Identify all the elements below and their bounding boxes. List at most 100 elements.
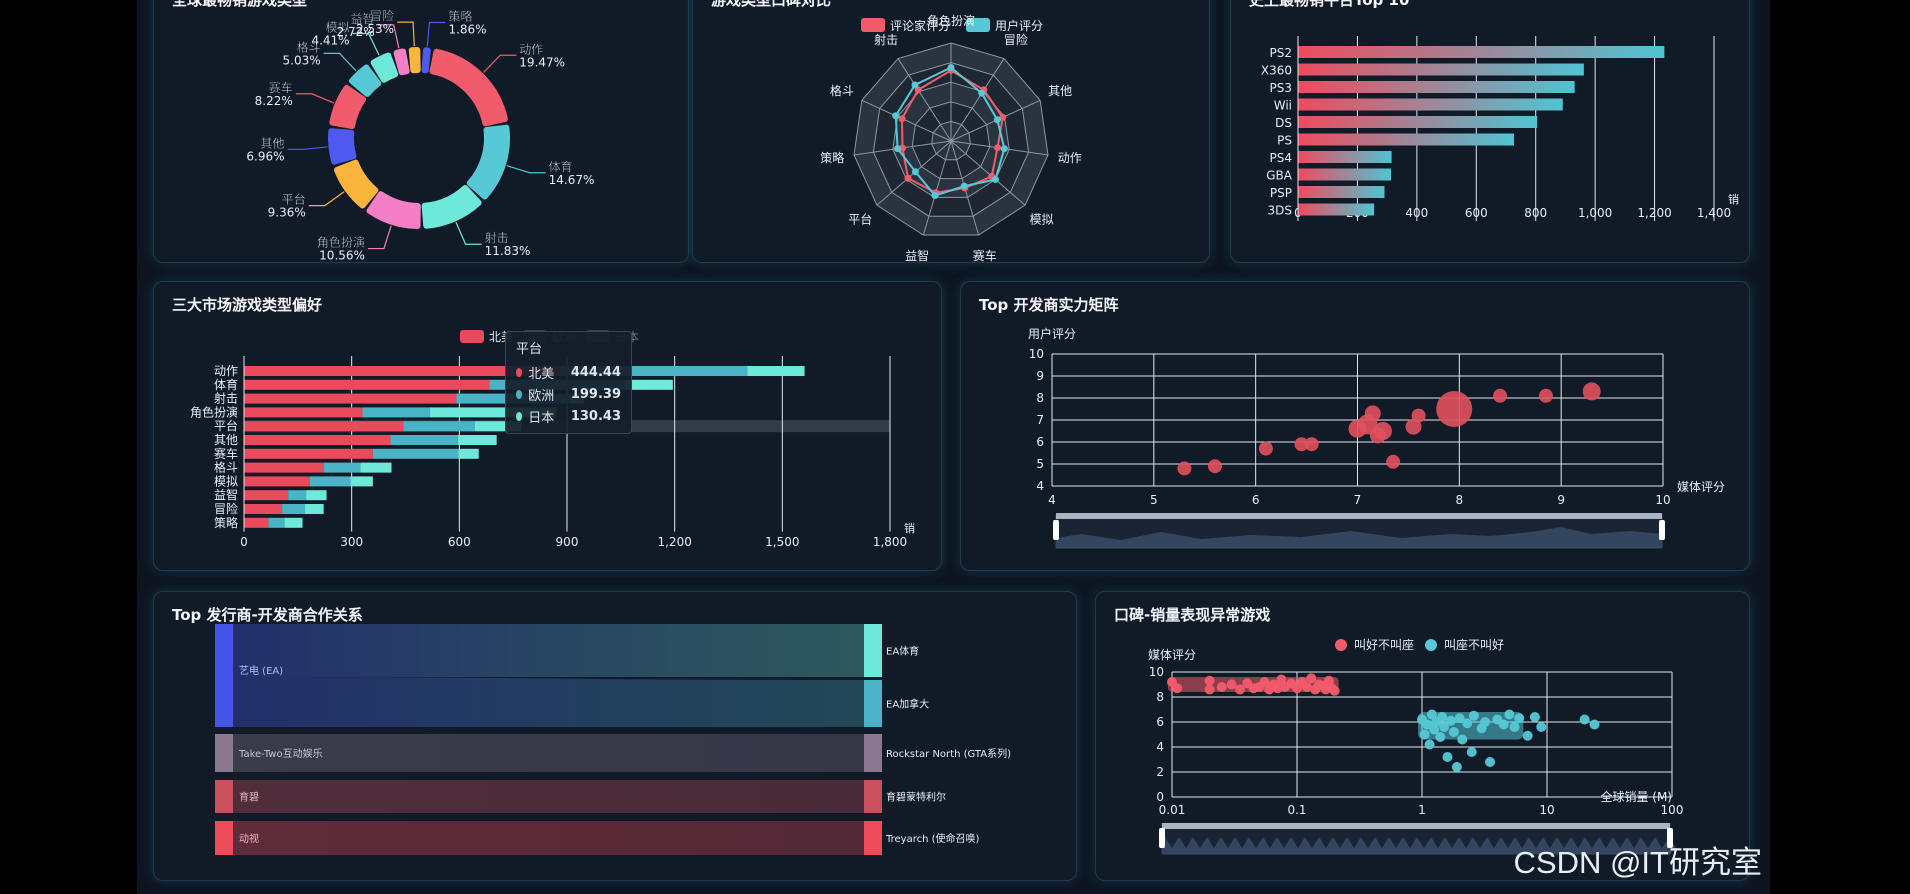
radar-point: [978, 89, 986, 97]
bar-segment: [390, 435, 458, 445]
donut-label: 体育: [549, 159, 573, 174]
x-tick-label: 1,200: [657, 535, 691, 549]
scatter-cluster: [1418, 712, 1524, 740]
radar-point: [898, 115, 906, 123]
radar-point: [1000, 145, 1008, 153]
y-tick-label: 动作: [214, 364, 238, 378]
zoom-left-handle[interactable]: [1053, 520, 1059, 540]
scatter-cluster: [1168, 677, 1339, 692]
sankey-link: [233, 677, 864, 727]
legend-swatch: [861, 18, 885, 32]
x-tick-label: 8: [1456, 493, 1464, 507]
bar: [1298, 133, 1515, 146]
y-tick-label: 射击: [214, 391, 238, 406]
x-tick-label: 900: [556, 535, 579, 549]
bar: [1298, 116, 1538, 128]
bar: [1298, 98, 1563, 111]
legend-label: 叫好不叫座: [1354, 637, 1414, 652]
x-tick-label: 600: [448, 535, 471, 549]
zoom-handle-bar[interactable]: [1056, 513, 1662, 519]
sankey-target-node: [864, 821, 882, 855]
sankey-source-node: [215, 821, 233, 855]
x-tick-label: 10: [1655, 493, 1670, 507]
bar: [1298, 81, 1575, 93]
dashboard: 全球最畅销游戏类型 动作 19.47% 体育 14.67% 射击 11.83% 角色扮演 10…: [137, 0, 1770, 894]
donut-label: 格斗: [297, 39, 321, 54]
sankey-target-node: [864, 734, 882, 772]
legend-label: 用户评分: [995, 18, 1043, 33]
scatter-point: [1589, 719, 1600, 730]
donut-label: 冒险: [370, 8, 394, 23]
scatter-point: [1582, 382, 1601, 401]
zoom-left-handle[interactable]: [1159, 828, 1165, 848]
radar-series-line: [894, 66, 1006, 197]
dev-scatter-chart[interactable]: 用户评分 4 5 6 7 8 9 10 4 5 6 7 8 9 10 媒体评分: [961, 282, 1749, 570]
radar-axis-label: 策略: [820, 150, 844, 165]
donut-label: 平台: [282, 192, 306, 207]
sankey-link: [233, 734, 864, 772]
donut-pct: 6.96%: [246, 149, 284, 163]
sankey-target-label: EA体育: [886, 645, 919, 658]
donut-leader-line: [295, 93, 335, 104]
bar: [1298, 168, 1392, 181]
bar-segment: [284, 517, 303, 528]
bar-segment: [244, 476, 310, 487]
donut-label: 策略: [448, 8, 472, 23]
donut-pct: 11.83%: [485, 244, 531, 258]
radar-spoke: [897, 58, 952, 142]
y-tick-label: 9: [1036, 369, 1044, 383]
donut-leader-line: [352, 32, 380, 56]
scatter-point: [1304, 437, 1319, 452]
donut-label: 其他: [261, 136, 285, 150]
bar-segment: [268, 517, 285, 528]
series-dot-icon: [516, 411, 523, 421]
donut-slice: [328, 128, 357, 165]
y-tick-label: 6: [1036, 435, 1044, 449]
radar-axis-label: 格斗: [830, 83, 854, 98]
x-tick-label: 7: [1354, 493, 1362, 507]
scatter-point: [1177, 461, 1192, 476]
y-tick-label: 8: [1156, 690, 1164, 704]
anomaly-title: 口碑-销量表现异常游戏: [1114, 606, 1271, 624]
donut-slice: [393, 48, 410, 76]
radar-spoke: [950, 58, 1005, 142]
donut-pct: 2.72%: [337, 25, 375, 39]
donut-label: 动作: [519, 42, 543, 56]
y-tick-label: PS4: [1270, 151, 1293, 165]
radar-point: [960, 182, 968, 190]
scatter-point: [1451, 762, 1462, 772]
zoom-right-handle[interactable]: [1659, 520, 1665, 540]
donut-leader-line: [426, 21, 446, 47]
x-axis-label: 销: [904, 521, 915, 535]
bar: [1298, 186, 1385, 198]
market-card: 三大市场游戏类型偏好 北美欧洲日本 0 300 600 900 1,200 1,500 1,8…: [153, 281, 942, 571]
y-tick-label: 益智: [214, 487, 238, 502]
tooltip-value: 444.44: [570, 364, 621, 380]
donut-slice: [366, 191, 421, 229]
bar-segment: [372, 448, 459, 459]
donut-leader-line: [367, 225, 392, 250]
bar-segment: [282, 504, 306, 514]
sankey-link: [233, 821, 864, 855]
tooltip-value: 130.43: [570, 408, 621, 424]
radar-spoke: [950, 140, 1026, 206]
y-tick-label: 4: [1036, 479, 1044, 493]
scatter-point: [1538, 388, 1553, 403]
tooltip-name: 日本: [528, 410, 555, 426]
donut-pct: 4.41%: [311, 34, 349, 48]
zoom-right-handle[interactable]: [1667, 828, 1673, 848]
radar-axis-label: 动作: [1058, 151, 1082, 165]
legend-label: 叫座不叫好: [1444, 637, 1504, 652]
y-tick-label: 10: [1029, 347, 1044, 361]
y-tick-label: PS: [1277, 134, 1292, 148]
bar-segment: [362, 407, 430, 418]
bar-segment: [305, 504, 324, 514]
scatter-point: [1373, 422, 1392, 440]
donut-label: 益智: [351, 11, 375, 26]
y-tick-label: 3DS: [1268, 204, 1293, 218]
x-tick-label: 600: [1465, 206, 1488, 220]
bar-segment: [244, 379, 490, 390]
bar-segment: [309, 476, 351, 487]
radar-point: [904, 174, 912, 182]
